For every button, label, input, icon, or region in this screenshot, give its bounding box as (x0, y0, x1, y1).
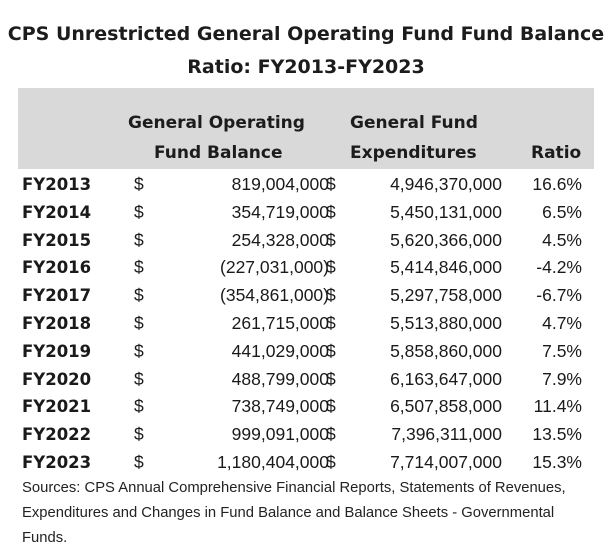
title-line-1: CPS Unrestricted General Operating Fund … (7, 23, 605, 45)
expenditures-cell: 5,450,131,000 (390, 201, 502, 222)
ratio-cell: 13.5% (532, 424, 582, 445)
fund-balance-cell: 261,715,000 (231, 312, 329, 333)
table-row: FY2020 $488,799,000 $6,163,647,000 7.9% (18, 366, 594, 394)
year-cell: FY2021 (22, 397, 92, 417)
currency-symbol: $ (326, 340, 336, 361)
table-row: FY2022 $999,091,000 $7,396,311,000 13.5% (18, 421, 594, 449)
fund-balance-cell: 254,328,000 (231, 229, 329, 250)
currency-symbol: $ (326, 368, 336, 389)
ratio-cell: 4.7% (542, 312, 582, 333)
table-row: FY2021 $738,749,000 $6,507,858,000 11.4% (18, 393, 594, 421)
table-row: FY2023 $1,180,404,000 $7,714,007,000 15.3% (18, 449, 594, 477)
table-row: FY2017 $ (354,861,000) $5,297,758,000 -6.7% (18, 282, 594, 310)
year-cell: FY2022 (22, 425, 92, 445)
fund-balance-cell: 999,091,000 (231, 424, 329, 445)
fund-balance-cell: 441,029,000 (231, 340, 329, 361)
expenditures-cell: 5,297,758,000 (390, 285, 502, 306)
currency-symbol: $ (326, 257, 336, 278)
year-cell: FY2023 (22, 452, 92, 472)
fund-balance-cell: 819,004,000 (231, 174, 329, 194)
currency-symbol: $ (326, 174, 336, 194)
currency-symbol: $ (326, 424, 336, 445)
currency-symbol: $ (326, 312, 336, 333)
fund-balance-cell: (227,031,000) (220, 257, 329, 278)
table-row: FY2014 $354,719,000 $5,450,131,000 6.5% (18, 199, 594, 227)
currency-symbol: $ (134, 368, 144, 389)
currency-symbol: $ (326, 229, 336, 250)
expenditures-cell: 4,946,370,000 (390, 174, 502, 194)
year-cell: FY2018 (22, 313, 92, 333)
expenditures-cell: 5,513,880,000 (390, 312, 502, 333)
fund-balance-cell: (354,861,000) (220, 285, 329, 306)
fund-balance-cell: 1,180,404,000 (217, 451, 329, 472)
table-row: FY2013 $819,004,000 $4,946,370,000 16.6% (18, 171, 594, 199)
ratio-cell: 7.5% (542, 340, 582, 361)
fund-balance-cell: 488,799,000 (231, 368, 329, 389)
ratio-cell: -6.7% (536, 285, 582, 306)
expenditures-cell: 5,414,846,000 (390, 257, 502, 278)
table-body: FY2013 $819,004,000 $4,946,370,000 16.6% FY2… (18, 171, 594, 477)
currency-symbol: $ (134, 174, 144, 194)
currency-symbol: $ (134, 340, 144, 361)
table-row: FY2016 $ (227,031,000) $5,414,846,000 -4.2% (18, 254, 594, 282)
ratio-cell: 15.3% (532, 451, 582, 472)
year-cell: FY2016 (22, 258, 92, 278)
year-cell: FY2020 (22, 369, 92, 389)
expenditures-cell: 5,620,366,000 (390, 229, 502, 250)
currency-symbol: $ (326, 396, 336, 417)
header-expenditures-line-1: General Fund (350, 113, 478, 133)
ratio-cell: 16.6% (532, 174, 582, 194)
currency-symbol: $ (134, 312, 144, 333)
currency-symbol: $ (134, 257, 144, 278)
fund-balance-cell: 738,749,000 (231, 396, 329, 417)
header-expenditures-line-2: Expenditures (350, 143, 477, 163)
year-cell: FY2015 (22, 230, 92, 250)
currency-symbol: $ (326, 201, 336, 222)
source-note: Sources: CPS Annual Comprehensive Financ… (22, 480, 566, 546)
currency-symbol: $ (134, 396, 144, 417)
currency-symbol: $ (326, 451, 336, 472)
expenditures-cell: 7,714,007,000 (390, 451, 502, 472)
table-row: FY2019 $441,029,000 $5,858,860,000 7.5% (18, 338, 594, 366)
currency-symbol: $ (134, 451, 144, 472)
title-line-2: Ratio: FY2013-FY2023 (187, 56, 425, 78)
fund-balance-cell: 354,719,000 (231, 201, 329, 222)
ratio-cell: 11.4% (533, 396, 582, 417)
table-row: FY2018 $261,715,000 $5,513,880,000 4.7% (18, 310, 594, 338)
expenditures-cell: 5,858,860,000 (390, 340, 502, 361)
table-row: FY2015 $254,328,000 $5,620,366,000 4.5% (18, 227, 594, 255)
ratio-cell: 4.5% (542, 229, 582, 250)
expenditures-cell: 7,396,311,000 (391, 424, 502, 445)
year-cell: FY2019 (22, 341, 92, 361)
currency-symbol: $ (134, 229, 144, 250)
header-ratio: Ratio (531, 143, 582, 163)
currency-symbol: $ (134, 285, 144, 306)
year-cell: FY2017 (22, 286, 92, 306)
table-header: General Operating Fund Balance General F… (18, 88, 594, 169)
year-cell: FY2014 (22, 202, 92, 222)
expenditures-cell: 6,163,647,000 (390, 368, 502, 389)
ratio-cell: -4.2% (536, 257, 582, 278)
currency-symbol: $ (134, 201, 144, 222)
ratio-cell: 6.5% (542, 201, 582, 222)
header-balance-line-2: Fund Balance (154, 143, 283, 163)
year-cell: FY2013 (22, 175, 92, 194)
expenditures-cell: 6,507,858,000 (390, 396, 502, 417)
ratio-cell: 7.9% (542, 368, 582, 389)
currency-symbol: $ (134, 424, 144, 445)
table-title: CPS Unrestricted General Operating Fund … (0, 18, 612, 84)
header-balance-line-1: General Operating (128, 113, 305, 133)
currency-symbol: $ (326, 285, 336, 306)
